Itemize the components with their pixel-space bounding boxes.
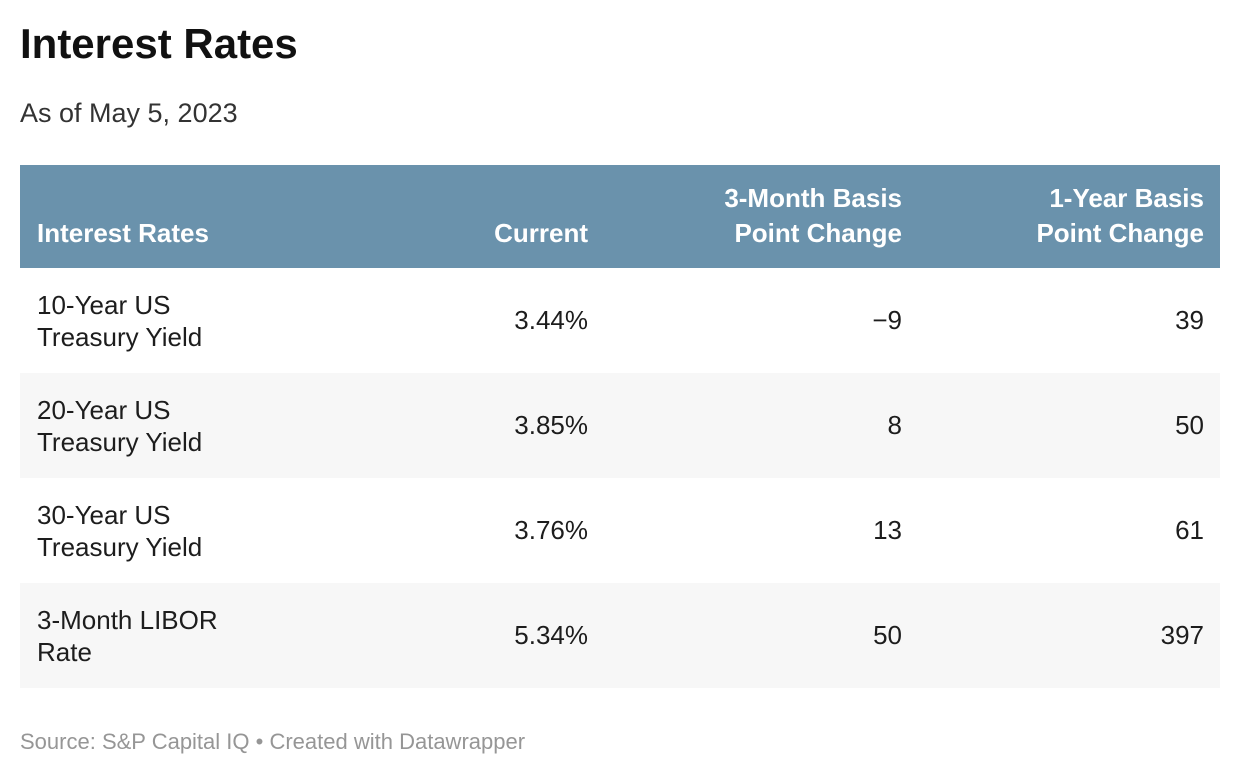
row-label-cell: 20-Year US Treasury Yield — [20, 373, 260, 478]
footer-separator: • — [255, 729, 264, 754]
footer: Source: S&P Capital IQ • Created with Da… — [20, 728, 1220, 756]
current-value-cell: 3.85% — [260, 373, 604, 478]
row-label-cell: 10-Year US Treasury Yield — [37, 289, 203, 352]
row-label-cell: 3-Month LIBOR Rate — [20, 583, 260, 688]
current-value-cell: 5.34% — [260, 583, 604, 688]
column-header-current: Current — [260, 165, 604, 268]
datawrapper-credit: Created with Datawrapper — [269, 729, 526, 754]
datawrapper-table-page: Interest Rates As of May 5, 2023 Interes… — [20, 20, 1220, 756]
change-1-year-cell: 397 — [918, 583, 1220, 688]
table-header-row: Interest Rates Current 3-Month Basis Poi… — [20, 165, 1220, 268]
column-header-3-month-change: 3-Month Basis Point Change — [604, 165, 918, 268]
table-row: 30-Year US Treasury Yield 3.76% 13 61 — [20, 478, 1220, 583]
change-1-year-cell: 39 — [1175, 305, 1204, 335]
change-3-month-cell: 8 — [604, 373, 918, 478]
table-row: 3-Month LIBOR Rate 5.34% 50 397 — [20, 583, 1220, 688]
current-value-cell: 3.76% — [514, 515, 588, 545]
interest-rates-table: Interest Rates Current 3-Month Basis Poi… — [20, 165, 1220, 688]
table-row: 10-Year US Treasury Yield 3.44% −9 39 — [20, 268, 1220, 373]
change-3-month-cell: 13 — [873, 515, 902, 545]
current-value-cell: 3.44% — [514, 305, 588, 335]
table-body: 10-Year US Treasury Yield 3.44% −9 39 20… — [20, 268, 1220, 688]
page-title: Interest Rates — [20, 20, 298, 67]
row-label-cell: 30-Year US Treasury Yield — [37, 499, 203, 562]
change-3-month-cell: 50 — [604, 583, 918, 688]
column-header-interest-rates: Interest Rates — [20, 165, 260, 268]
change-1-year-cell: 50 — [918, 373, 1220, 478]
table-header: Interest Rates Current 3-Month Basis Poi… — [20, 165, 1220, 268]
column-header-1-year-change: 1-Year Basis Point Change — [918, 165, 1220, 268]
change-1-year-cell: 61 — [1175, 515, 1204, 545]
source-label: Source: — [20, 729, 96, 754]
table-row: 20-Year US Treasury Yield 3.85% 8 50 — [20, 373, 1220, 478]
chart-subtitle: As of May 5, 2023 — [20, 98, 238, 128]
change-3-month-cell: −9 — [872, 305, 902, 335]
source-name: S&P Capital IQ — [101, 729, 250, 754]
